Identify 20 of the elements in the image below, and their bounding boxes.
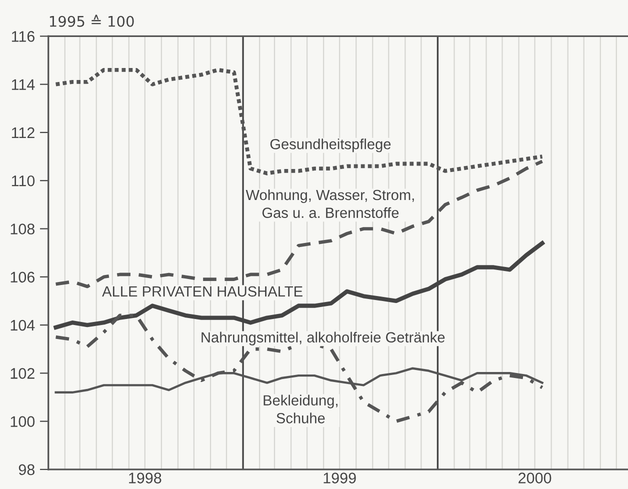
series-label: Nahrungsmittel, alkoholfreie Getränke (202, 332, 445, 346)
series-label: Wohnung, Wasser, Strom, Gas u. a. Brennstoffe (246, 189, 414, 218)
y-axis-title: 1995 ≙ 100 (50, 14, 134, 27)
y-tick-label: 104 (10, 320, 35, 331)
y-tick-label: 100 (10, 416, 35, 427)
y-tick-label: 108 (10, 224, 34, 234)
y-tick-label: 110 (12, 175, 35, 186)
y-tick-label: 102 (10, 368, 34, 379)
x-tick-label: 1998 (129, 472, 162, 484)
y-tick-label: 114 (12, 79, 35, 90)
y-tick-label: 106 (10, 272, 34, 283)
series-label: ALLE PRIVATEN HAUSHALTE (102, 286, 302, 297)
y-tick-label: 98 (18, 464, 34, 476)
x-tick-label: 2000 (518, 472, 552, 484)
y-tick-label: 116 (12, 31, 34, 42)
y-tick-label: 112 (12, 127, 34, 138)
line-series (54, 314, 544, 423)
series-label: Gesundheitspflege (270, 138, 391, 152)
series-label: Bekleidung, Schuhe (264, 394, 338, 424)
x-tick-label: 1999 (324, 472, 356, 484)
